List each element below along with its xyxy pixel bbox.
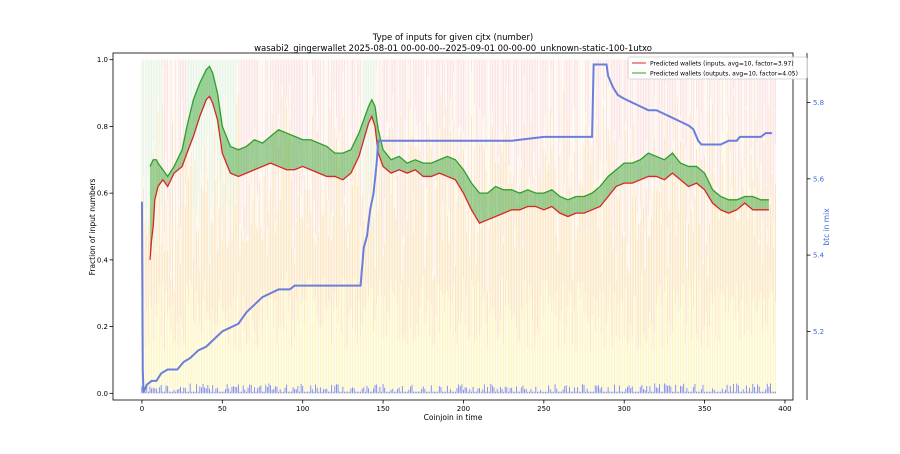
x-tick-label: 100 — [296, 405, 309, 413]
y-tick-label: 0.2 — [97, 323, 108, 331]
x-tick-label: 400 — [778, 405, 791, 413]
chart-title: Type of inputs for given cjtx (number) — [372, 33, 534, 43]
y2-axis-label: btc in mix — [822, 208, 831, 246]
x-tick-label: 200 — [457, 405, 470, 413]
background-bars — [141, 53, 775, 400]
y-tick-label: 0.4 — [97, 256, 109, 264]
legend-label-inputs: Predicted wallets (inputs, avg=10, facto… — [650, 61, 794, 68]
x-axis-ticks: 0 50 100 150 200 250 300 350 400 — [140, 400, 792, 413]
x-tick-label: 0 — [140, 405, 144, 413]
background-veil — [142, 53, 775, 400]
y-tick-label: 1.0 — [97, 56, 108, 64]
y2-tick-label: 5.2 — [813, 328, 824, 336]
x-tick-label: 50 — [218, 405, 227, 413]
chart-subtitle: wasabi2_gingerwallet 2025-08-01 00-00-00… — [254, 44, 652, 54]
x-axis-label: Coinjoin in time — [424, 413, 483, 422]
y-axis-label: Fraction of input numbers — [88, 179, 97, 276]
x-tick-label: 300 — [618, 405, 631, 413]
y2-tick-label: 5.4 — [813, 252, 825, 260]
legend-label-outputs: Predicted wallets (outputs, avg=10, fact… — [650, 71, 798, 78]
x-tick-label: 350 — [698, 405, 711, 413]
x-tick-label: 250 — [537, 405, 550, 413]
y2-tick-label: 5.6 — [813, 175, 825, 183]
x-tick-label: 150 — [376, 405, 389, 413]
legend: Predicted wallets (inputs, avg=10, facto… — [628, 57, 807, 79]
y-tick-label: 0.6 — [97, 190, 109, 198]
y-axis-ticks: 0.0 0.2 0.4 0.6 0.8 1.0 — [97, 56, 113, 398]
y-tick-label: 0.8 — [97, 123, 108, 131]
y-tick-label: 0.0 — [97, 390, 108, 398]
y2-tick-label: 5.8 — [813, 99, 824, 107]
